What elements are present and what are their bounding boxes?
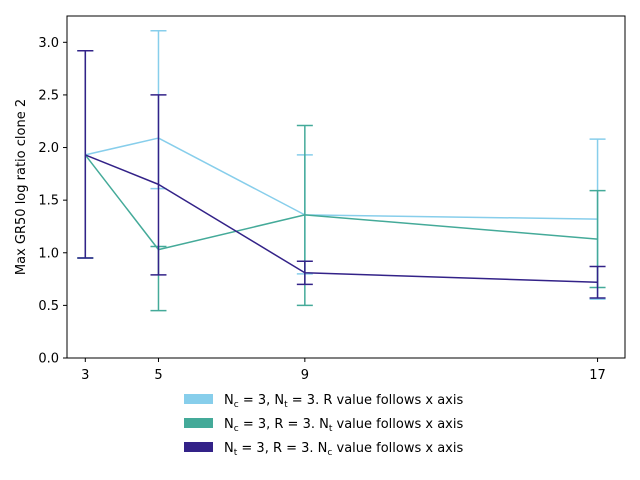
legend-subscript: t	[284, 400, 288, 410]
legend-text-part: value follows x axis	[332, 417, 463, 432]
legend-subscript: t	[329, 424, 333, 434]
legend-text-part: N	[224, 393, 234, 408]
series-line	[84, 154, 598, 251]
legend-swatch	[184, 418, 213, 428]
series-2	[77, 49, 606, 312]
legend-item-1: Nc = 3, Nt = 3. R value follows x axis	[184, 393, 463, 410]
legend-text-part: = 3, R = 3. N	[239, 417, 329, 432]
y-tick-label: 1.0	[38, 246, 59, 261]
legend-swatch	[184, 442, 213, 452]
chart-marks	[77, 29, 606, 312]
legend-text-part: N	[224, 441, 234, 456]
legend-subscript: c	[234, 400, 239, 410]
y-tick-label: 0.0	[38, 352, 59, 367]
legend-swatch	[184, 394, 213, 404]
legend-subscript: c	[327, 448, 332, 458]
legend-subscript: c	[234, 424, 239, 434]
x-tick-label: 9	[301, 368, 309, 383]
y-axis-label: Max GR50 log ratio clone 2	[14, 99, 29, 275]
series-line	[85, 137, 598, 220]
y-tick-label: 0.5	[38, 299, 59, 314]
series-line	[85, 154, 598, 283]
legend-text-part: = 3, N	[239, 393, 284, 408]
legend: Nc = 3, Nt = 3. R value follows x axisNc…	[184, 393, 463, 458]
x-tick-label: 17	[589, 368, 606, 383]
legend-text-part: = 3, R = 3. N	[237, 441, 327, 456]
series-3	[77, 49, 606, 299]
plot-frame	[66, 15, 626, 359]
y-tick-label: 2.5	[38, 88, 59, 103]
y-tick-label: 1.5	[38, 194, 59, 209]
legend-text-part: value follows x axis	[332, 441, 463, 456]
legend-item-3: Nt = 3, R = 3. Nc value follows x axis	[184, 441, 463, 458]
y-tick-label: 3.0	[38, 36, 59, 51]
x-tick-label: 3	[81, 368, 89, 383]
legend-label: Nt = 3, R = 3. Nc value follows x axis	[224, 441, 463, 458]
y-tick-label: 2.0	[38, 141, 59, 156]
chart-axes: 3 5 9 17 0.0 0.5 1.0 1.5 2.0 2.5 3.0	[38, 36, 606, 383]
legend-item-2: Nc = 3, R = 3. Nt value follows x axis	[184, 417, 463, 434]
legend-label: Nc = 3, Nt = 3. R value follows x axis	[224, 393, 463, 410]
legend-subscript: t	[234, 448, 238, 458]
legend-text-part: N	[224, 417, 234, 432]
legend-label: Nc = 3, R = 3. Nt value follows x axis	[224, 417, 463, 434]
series-1	[77, 29, 606, 300]
x-tick-label: 5	[154, 368, 162, 383]
legend-text-part: = 3. R value follows x axis	[288, 393, 464, 408]
